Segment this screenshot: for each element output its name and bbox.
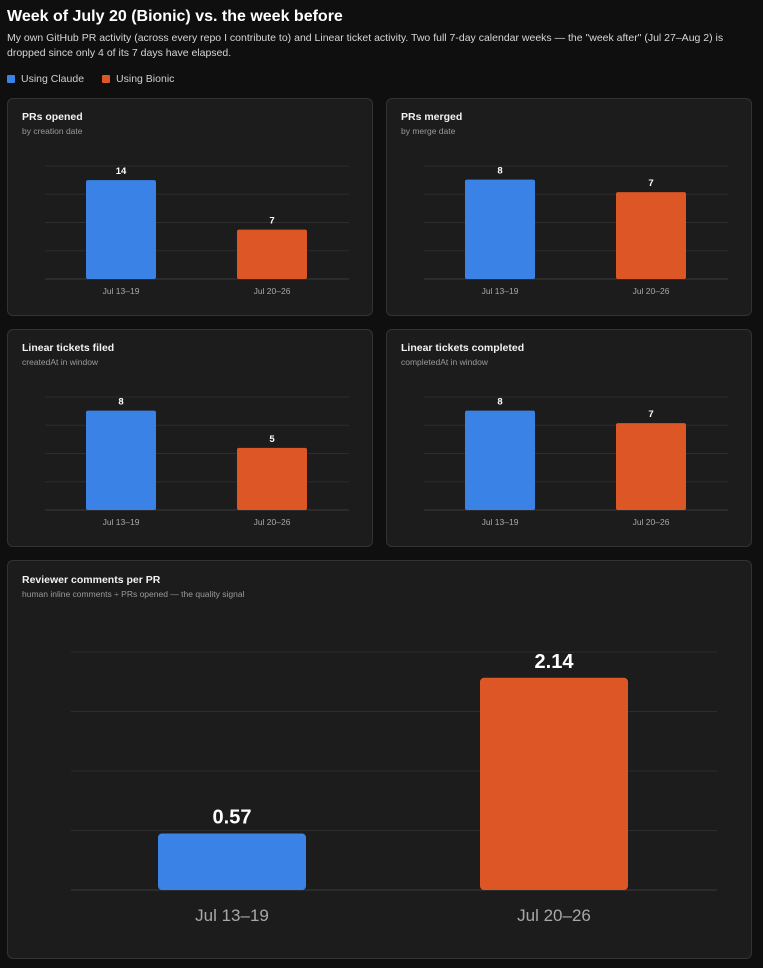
bar-value-label: 5 [269,434,275,445]
bar-value-label: 7 [648,178,653,189]
chart-title: Linear tickets completed [401,342,525,354]
legend-label-claude: Using Claude [21,73,85,85]
bar-value-label: 14 [116,166,127,177]
legend-item-bionic: Using Bionic [102,73,174,85]
legend-item-claude: Using Claude [7,73,84,85]
bar-1 [480,677,628,890]
x-tick-label: Jul 13–19 [103,517,140,527]
chart-card-tickets-completed: Linear tickets completed completedAt in … [386,329,752,547]
chart-svg-reviewer-comments: 0.57 Jul 13–19 2.14 Jul 20–26 [71,651,717,925]
chart-subtitle: by merge date [401,126,456,136]
chart-svg-tickets-filed: 8 Jul 13–19 5 Jul 20–26 [45,396,349,527]
chart-svg-prs-opened: 14 Jul 13–19 7 Jul 20–26 [45,165,349,296]
page-subtitle: My own GitHub PR activity (across every … [7,32,724,59]
chart-card-tickets-filed: Linear tickets filed createdAt in window… [7,329,373,547]
legend-swatch-claude [7,75,15,83]
chart-subtitle: by creation date [22,126,83,136]
legend-swatch-bionic [102,75,111,83]
chart-title: PRs merged [401,111,463,123]
x-tick-label: Jul 13–19 [482,286,519,296]
x-tick-label: Jul 20–26 [517,906,591,925]
x-tick-label: Jul 13–19 [103,286,140,296]
bar-0 [158,833,306,890]
chart-title: Reviewer comments per PR [22,574,161,586]
chart-card-prs-opened: PRs opened by creation date 14 Jul 13–19 7… [7,98,373,316]
bar-value-label: 7 [648,409,653,420]
legend-label-bionic: Using Bionic [116,73,175,85]
bar-value-label: 8 [118,397,123,408]
chart-card-reviewer-comments: Reviewer comments per PR human inline co… [7,560,752,959]
chart-title: Linear tickets filed [22,342,115,354]
x-tick-label: Jul 20–26 [254,286,291,296]
bar-value-label: 0.57 [213,806,252,828]
bar-0 [465,410,535,510]
x-tick-label: Jul 20–26 [633,517,670,527]
bar-value-label: 8 [497,397,502,408]
page-title: Week of July 20 (Bionic) vs. the week be… [7,8,343,25]
x-tick-label: Jul 13–19 [482,517,519,527]
bar-1 [237,229,307,279]
x-tick-label: Jul 20–26 [254,517,291,527]
bar-1 [616,192,686,279]
bar-1 [616,423,686,510]
bar-value-label: 7 [269,216,274,227]
bar-value-label: 8 [497,166,502,177]
bar-0 [86,410,156,510]
bar-0 [465,179,535,279]
x-tick-label: Jul 13–19 [195,906,269,925]
chart-title: PRs opened [22,111,83,123]
legend: Using Claude Using Bionic [7,73,174,85]
chart-subtitle: completedAt in window [401,357,488,367]
chart-card-prs-merged: PRs merged by merge date 8 Jul 13–19 7 Jul … [386,98,752,316]
chart-subtitle: createdAt in window [22,357,99,367]
bar-1 [237,447,307,510]
bar-value-label: 2.14 [535,651,575,673]
chart-svg-prs-merged: 8 Jul 13–19 7 Jul 20–26 [424,165,728,296]
x-tick-label: Jul 20–26 [633,286,670,296]
bar-0 [86,180,156,279]
chart-subtitle: human inline comments ÷ PRs opened — the… [22,589,245,599]
chart-svg-tickets-completed: 8 Jul 13–19 7 Jul 20–26 [424,396,728,527]
